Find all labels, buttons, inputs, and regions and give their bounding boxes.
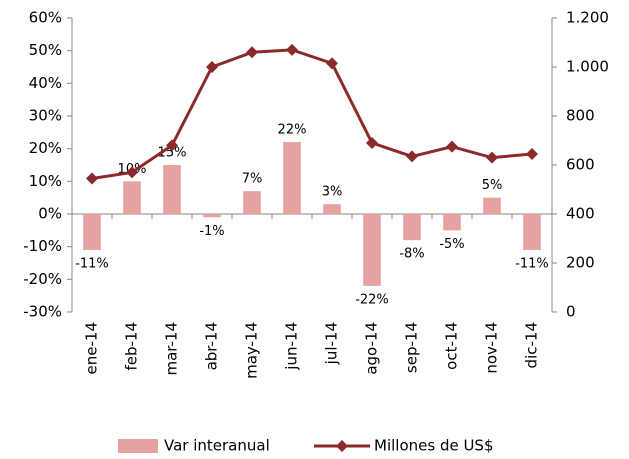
data-label: -11% bbox=[75, 256, 109, 271]
y2-tick-label: 600 bbox=[566, 156, 595, 174]
marker bbox=[446, 140, 458, 153]
x-tick-label: jun-14 bbox=[283, 322, 301, 371]
data-label: 5% bbox=[482, 178, 503, 193]
marker bbox=[206, 61, 218, 73]
y-tick-label: 30% bbox=[29, 107, 62, 125]
x-tick-label: dic-14 bbox=[523, 322, 541, 368]
bar bbox=[483, 197, 501, 214]
y2-tick-label: 1.200 bbox=[566, 9, 609, 27]
x-tick-label: jul-14 bbox=[323, 322, 341, 365]
bar bbox=[123, 181, 141, 214]
y-tick-label: -30% bbox=[23, 303, 62, 321]
bar bbox=[443, 214, 461, 231]
data-label: -5% bbox=[439, 237, 464, 252]
marker bbox=[406, 150, 418, 163]
x-tick-label: sep-14 bbox=[403, 322, 421, 373]
bar bbox=[363, 214, 381, 286]
y2-tick-label: 1.000 bbox=[566, 58, 609, 76]
x-tick-label: mar-14 bbox=[163, 322, 181, 376]
bar bbox=[163, 165, 181, 214]
legend-label: Millones de US$ bbox=[374, 437, 494, 455]
y-tick-label: 40% bbox=[29, 74, 62, 92]
y2-tick-label: 0 bbox=[566, 303, 576, 321]
y-tick-label: 20% bbox=[29, 139, 62, 157]
data-label: 22% bbox=[278, 123, 307, 138]
legend-swatch bbox=[118, 439, 158, 453]
x-tick-label: oct-14 bbox=[443, 322, 461, 370]
marker bbox=[486, 151, 498, 164]
x-tick-label: nov-14 bbox=[483, 322, 501, 374]
y2-tick-label: 200 bbox=[566, 254, 595, 272]
data-label: -22% bbox=[355, 292, 389, 307]
bar bbox=[203, 214, 221, 218]
legend-label: Var interanual bbox=[164, 437, 270, 455]
y-tick-label: 10% bbox=[29, 172, 62, 190]
marker bbox=[326, 57, 338, 70]
y-tick-label: -10% bbox=[23, 237, 62, 255]
legend-marker bbox=[336, 440, 348, 452]
y2-tick-label: 800 bbox=[566, 107, 595, 125]
x-tick-label: may-14 bbox=[243, 322, 261, 379]
bar bbox=[323, 204, 341, 214]
bar bbox=[283, 142, 301, 214]
data-label: -11% bbox=[515, 256, 549, 271]
x-tick-label: ago-14 bbox=[363, 322, 381, 375]
marker bbox=[86, 172, 98, 185]
marker bbox=[246, 46, 258, 59]
marker bbox=[366, 136, 378, 149]
x-tick-label: feb-14 bbox=[123, 322, 141, 371]
data-label: 3% bbox=[322, 185, 343, 200]
x-tick-label: ene-14 bbox=[83, 322, 101, 374]
bar bbox=[523, 214, 541, 250]
y-tick-label: 0% bbox=[38, 205, 62, 223]
bar bbox=[83, 214, 101, 250]
y2-tick-label: 400 bbox=[566, 205, 595, 223]
data-label: -1% bbox=[199, 224, 224, 239]
x-tick-label: abr-14 bbox=[203, 322, 221, 370]
bar bbox=[403, 214, 421, 241]
marker bbox=[126, 166, 138, 179]
marker bbox=[166, 139, 178, 152]
line bbox=[91, 48, 533, 180]
marker bbox=[526, 147, 538, 160]
marker bbox=[286, 43, 298, 56]
data-label: -8% bbox=[399, 247, 424, 262]
y-tick-label: -20% bbox=[23, 270, 62, 288]
y-tick-label: 60% bbox=[29, 9, 62, 27]
y-tick-label: 50% bbox=[29, 41, 62, 59]
data-label: 7% bbox=[242, 172, 263, 187]
bar bbox=[243, 191, 261, 214]
